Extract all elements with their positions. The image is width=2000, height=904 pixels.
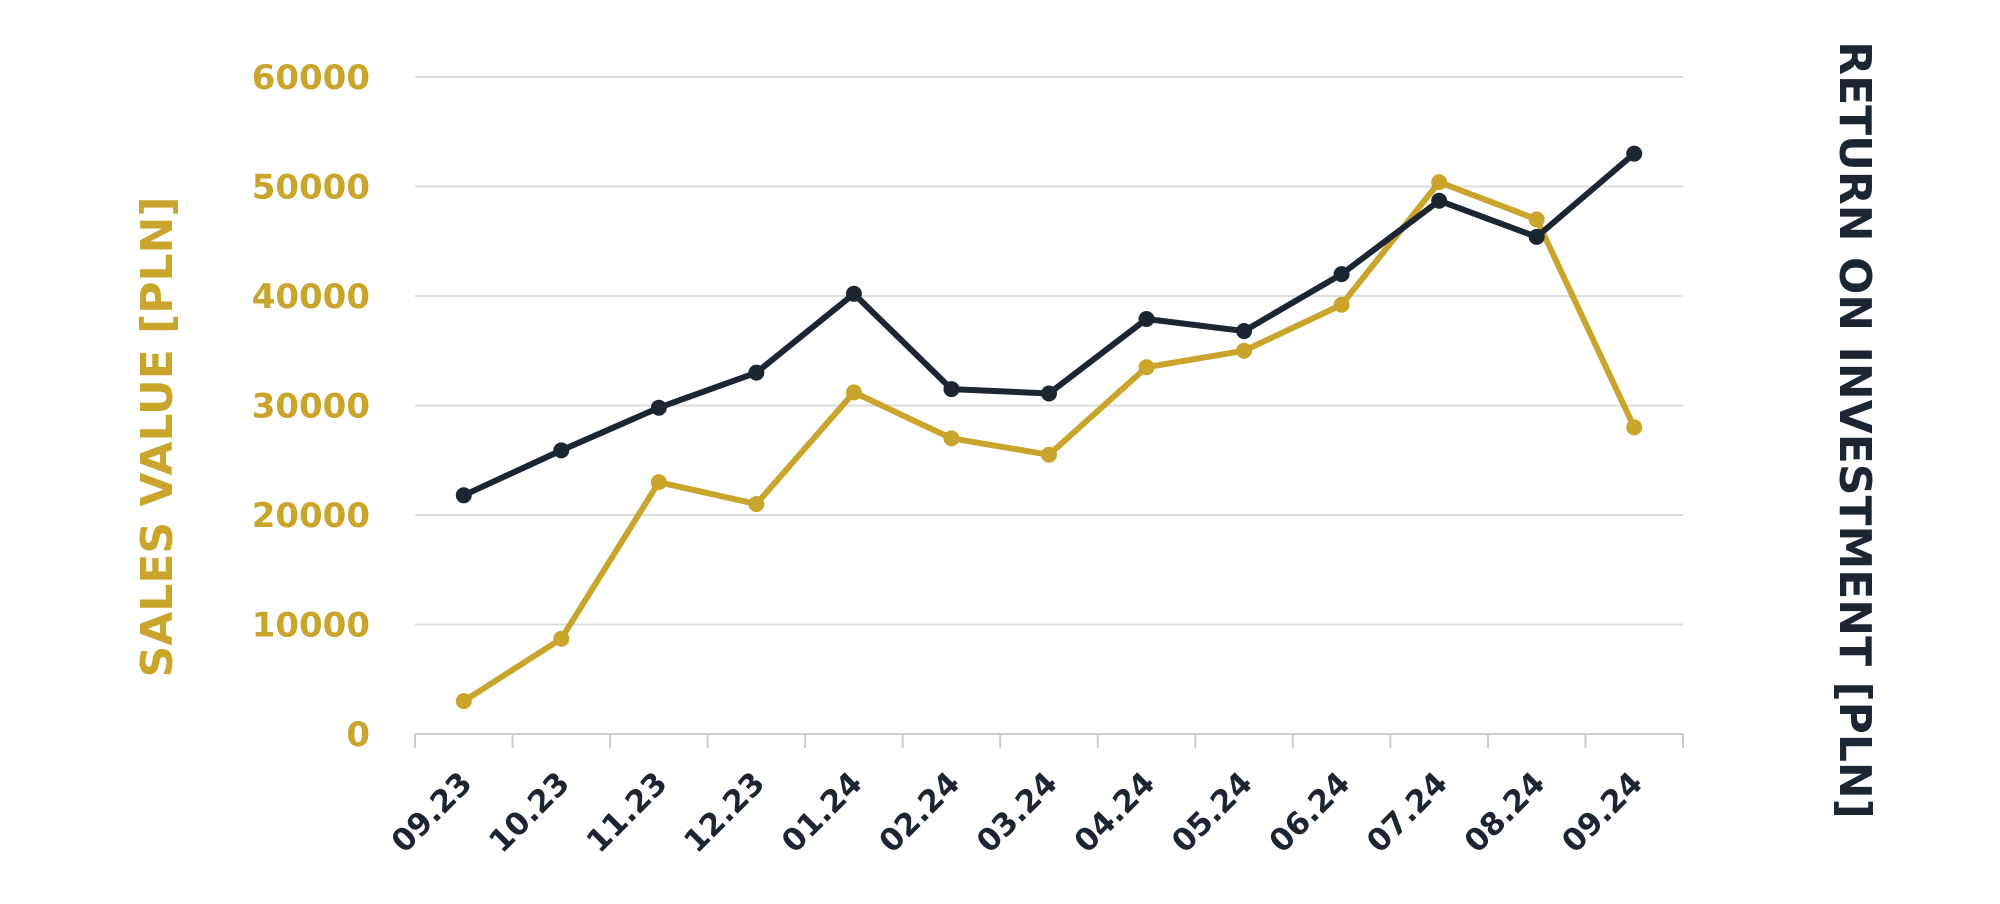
x-axis-ticks: 09.23 10.23 11.23 12.23 01.24 02.24 03.24 04.24… [385,765,1650,860]
x-tick-label: 02.24 [872,765,967,860]
series-1-point [1626,419,1643,436]
x-tick-label: 03.24 [970,765,1065,860]
series-1-point [1333,296,1350,313]
series-1-point [1041,446,1057,463]
series-2-point [943,381,960,398]
y-tick-label: 40000 [252,277,370,317]
x-tick-label: 12.23 [677,765,772,860]
x-tick-label: 05.24 [1165,765,1260,860]
series-1-point [748,496,765,513]
series-2-point [1528,228,1545,245]
series-1-point [1236,342,1253,359]
series-2-point [748,364,765,381]
x-tick-label: 09.23 [385,765,480,860]
series-1-point [1528,211,1545,228]
series-1-point [943,430,960,447]
series-2-line [460,150,1638,499]
series-2-point [455,487,472,504]
series-2-point [1626,145,1643,162]
y-tick-label: 50000 [252,168,370,208]
y2-axis-title: RETURN ON INVESTMENT [PLN] [1829,41,1880,819]
x-tick-label: 06.24 [1262,765,1357,860]
series-2-point [1236,323,1253,340]
series-2-point [1138,310,1155,327]
series-lines [460,150,1638,705]
series-1-point [1138,359,1155,376]
x-tick-label: 10.23 [482,765,577,860]
x-tick-label: 01.24 [775,765,870,860]
x-tick-label: 07.24 [1360,765,1455,860]
series-2-point [553,442,570,459]
x-tick-label: 09.24 [1555,765,1650,860]
y-tick-label: 60000 [252,58,370,98]
x-tick-label: 11.23 [580,765,675,860]
series-2-point [1431,192,1448,209]
series-1-point [455,693,472,710]
series-2-point [650,399,667,416]
series-1-line [460,179,1638,705]
y-tick-label: 0 [346,715,370,755]
series-2-point [1041,385,1057,402]
gridlines [415,76,1683,626]
series-points [455,145,1643,710]
x-axis [414,733,1684,748]
series-1-point [1431,174,1448,191]
series-1-point [650,474,667,491]
y-axis-ticks: 0 10000 20000 30000 40000 50000 60000 [252,58,370,755]
series-2-point [845,285,862,302]
y-tick-label: 30000 [252,387,370,427]
x-tick-label: 08.24 [1458,765,1553,860]
y-tick-label: 10000 [252,606,370,646]
series-2-point [1333,266,1350,283]
y-axis-title: SALES VALUE [PLN] [132,197,183,678]
y-tick-label: 20000 [252,496,370,536]
series-1-point [845,384,862,401]
series-1-point [553,630,570,647]
x-tick-label: 04.24 [1067,765,1162,860]
